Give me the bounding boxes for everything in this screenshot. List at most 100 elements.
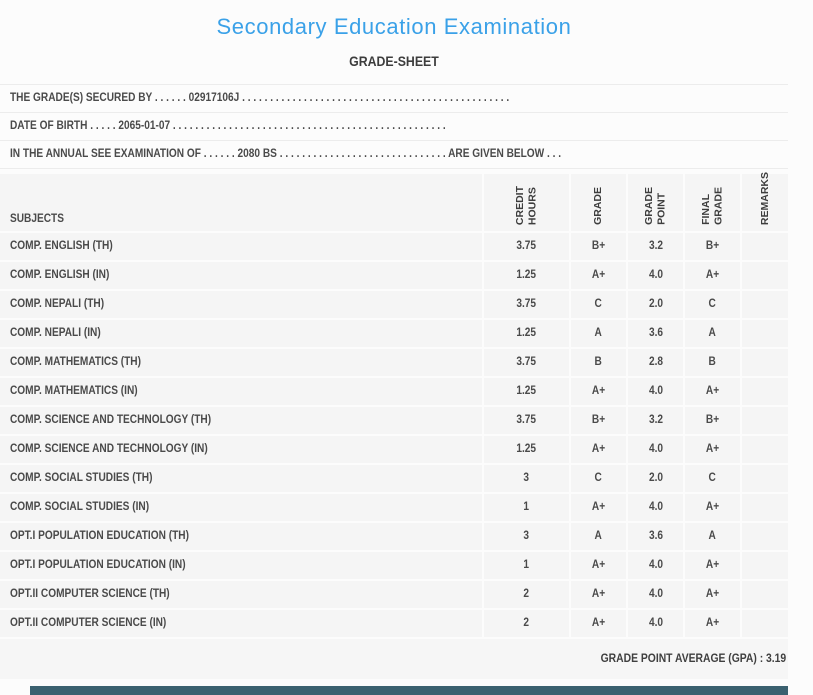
cell-text: 3.6 (648, 530, 663, 542)
cell-text: 2 (523, 617, 530, 629)
value-cell: 4.0 (628, 581, 683, 608)
grade-sheet-page: Secondary Education Examination GRADE-SH… (0, 0, 788, 665)
table-header-final-grade: FINAL GRADE (685, 174, 740, 231)
value-cell: 1 (484, 552, 569, 579)
value-cell: 2 (484, 610, 569, 637)
grade-table: SUBJECTS CREDIT HOURS GRADE GRADE POINT FINA… (0, 172, 788, 637)
cell-text: 3.6 (648, 327, 663, 339)
cell-text: 4.0 (648, 443, 663, 455)
cell-text: COMP. SCIENCE AND TECHNOLOGY (TH) (10, 414, 212, 426)
cell-text: 4.0 (648, 617, 663, 629)
grade-sheet-subtitle: GRADE-SHEET (0, 51, 788, 71)
table-header-grade: GRADE (571, 174, 626, 231)
value-cell: B+ (685, 233, 740, 260)
value-cell (742, 610, 788, 637)
value-cell: 3.6 (628, 320, 683, 347)
info-line: DATE OF BIRTH . . . . . 2065-01-07 . . .… (10, 113, 446, 140)
value-cell: A+ (685, 610, 740, 637)
value-cell (742, 349, 788, 376)
cell-text: OPT.I POPULATION EDUCATION (TH) (10, 530, 189, 542)
cell-text: 4.0 (648, 385, 663, 397)
subject-cell: OPT.II COMPUTER SCIENCE (TH) (0, 581, 482, 608)
subject-cell: COMP. SOCIAL STUDIES (IN) (0, 494, 482, 521)
cell-text: 1.25 (516, 327, 537, 339)
dotted-leader: . . . . . . . . . . . . . . . . . . . . … (170, 120, 446, 132)
value-cell: A+ (571, 581, 626, 608)
info-label: THE GRADE(S) SECURED BY (10, 92, 153, 104)
cell-text: 3 (523, 472, 530, 484)
cell-text: A+ (591, 269, 606, 281)
cell-text: 1.25 (516, 385, 537, 397)
value-cell: B+ (571, 407, 626, 434)
value-cell: 4.0 (628, 262, 683, 289)
info-label: DATE OF BIRTH (10, 120, 88, 132)
dotted-leader: . . . . . . (152, 92, 189, 104)
value-cell: A (685, 523, 740, 550)
table-header-label: CREDIT HOURS (513, 185, 539, 225)
value-cell: 4.0 (628, 494, 683, 521)
symbol-number-value: 02917106J (188, 92, 240, 104)
value-cell: 2.0 (628, 465, 683, 492)
value-cell: A+ (685, 552, 740, 579)
cell-text: A+ (705, 617, 720, 629)
value-cell: 4.0 (628, 378, 683, 405)
value-cell: A+ (685, 436, 740, 463)
info-row-date-of-birth: DATE OF BIRTH . . . . . 2065-01-07 . . .… (0, 113, 788, 141)
date-of-birth-value: 2065-01-07 (118, 120, 171, 132)
cell-text: 3.75 (516, 414, 537, 426)
info-row-examination-year: IN THE ANNUAL SEE EXAMINATION OF . . . .… (0, 141, 788, 169)
cell-text: 4.0 (648, 559, 663, 571)
value-cell: A+ (571, 262, 626, 289)
table-header-credit-hours: CREDIT HOURS (484, 174, 569, 231)
page-title: Secondary Education Examination (0, 0, 788, 46)
cell-text: 1.25 (516, 443, 537, 455)
cell-text: 2.0 (648, 472, 663, 484)
value-cell: A+ (685, 581, 740, 608)
cell-text: 3 (523, 530, 530, 542)
cell-text: 3.2 (648, 240, 663, 252)
subject-cell: COMP. SCIENCE AND TECHNOLOGY (IN) (0, 436, 482, 463)
value-cell: A+ (571, 436, 626, 463)
cell-text: COMP. SOCIAL STUDIES (TH) (10, 472, 153, 484)
dotted-leader: . . . . . . (200, 148, 238, 160)
value-cell: 3 (484, 465, 569, 492)
table-header-subjects: SUBJECTS (0, 174, 482, 231)
cell-text: OPT.II COMPUTER SCIENCE (IN) (10, 617, 167, 629)
cell-text: C (708, 298, 717, 310)
grade-sheet-subtitle-text: GRADE-SHEET (349, 53, 439, 69)
info-line: THE GRADE(S) SECURED BY . . . . . . 0291… (10, 85, 509, 112)
value-cell: 1 (484, 494, 569, 521)
value-cell: 4.0 (628, 436, 683, 463)
cell-text: B+ (591, 414, 606, 426)
table-header-label: FINAL GRADE (699, 187, 725, 225)
value-cell (742, 407, 788, 434)
cell-text: C (594, 298, 603, 310)
cell-text: A+ (705, 269, 720, 281)
cell-text: B+ (705, 240, 720, 252)
cell-text: COMP. MATHEMATICS (TH) (10, 356, 141, 368)
value-cell: 1.25 (484, 262, 569, 289)
cell-text: COMP. ENGLISH (IN) (10, 269, 110, 281)
info-line: IN THE ANNUAL SEE EXAMINATION OF . . . .… (10, 141, 561, 168)
cell-text: OPT.II COMPUTER SCIENCE (TH) (10, 588, 170, 600)
value-cell: 2.8 (628, 349, 683, 376)
cell-text: 4.0 (648, 588, 663, 600)
cell-text: A+ (705, 501, 720, 513)
cell-text: A+ (591, 385, 606, 397)
value-cell: 3.75 (484, 291, 569, 318)
value-cell: A+ (571, 494, 626, 521)
info-row-grades-secured-by: THE GRADE(S) SECURED BY . . . . . . 0291… (0, 85, 788, 113)
value-cell: A (571, 523, 626, 550)
cell-text: 1.25 (516, 269, 537, 281)
cell-text: 2.8 (648, 356, 663, 368)
cell-text: A (594, 327, 603, 339)
value-cell (742, 552, 788, 579)
value-cell: 3.75 (484, 349, 569, 376)
subject-cell: COMP. MATHEMATICS (TH) (0, 349, 482, 376)
subject-cell: COMP. SCIENCE AND TECHNOLOGY (TH) (0, 407, 482, 434)
table-header-grade-point: GRADE POINT (628, 174, 683, 231)
dotted-leader: . . . . . . . . . . . . . . . . . . . . … (239, 92, 510, 104)
value-cell (742, 233, 788, 260)
cell-text: A+ (705, 588, 720, 600)
page-title-text: Secondary Education Examination (216, 14, 572, 39)
